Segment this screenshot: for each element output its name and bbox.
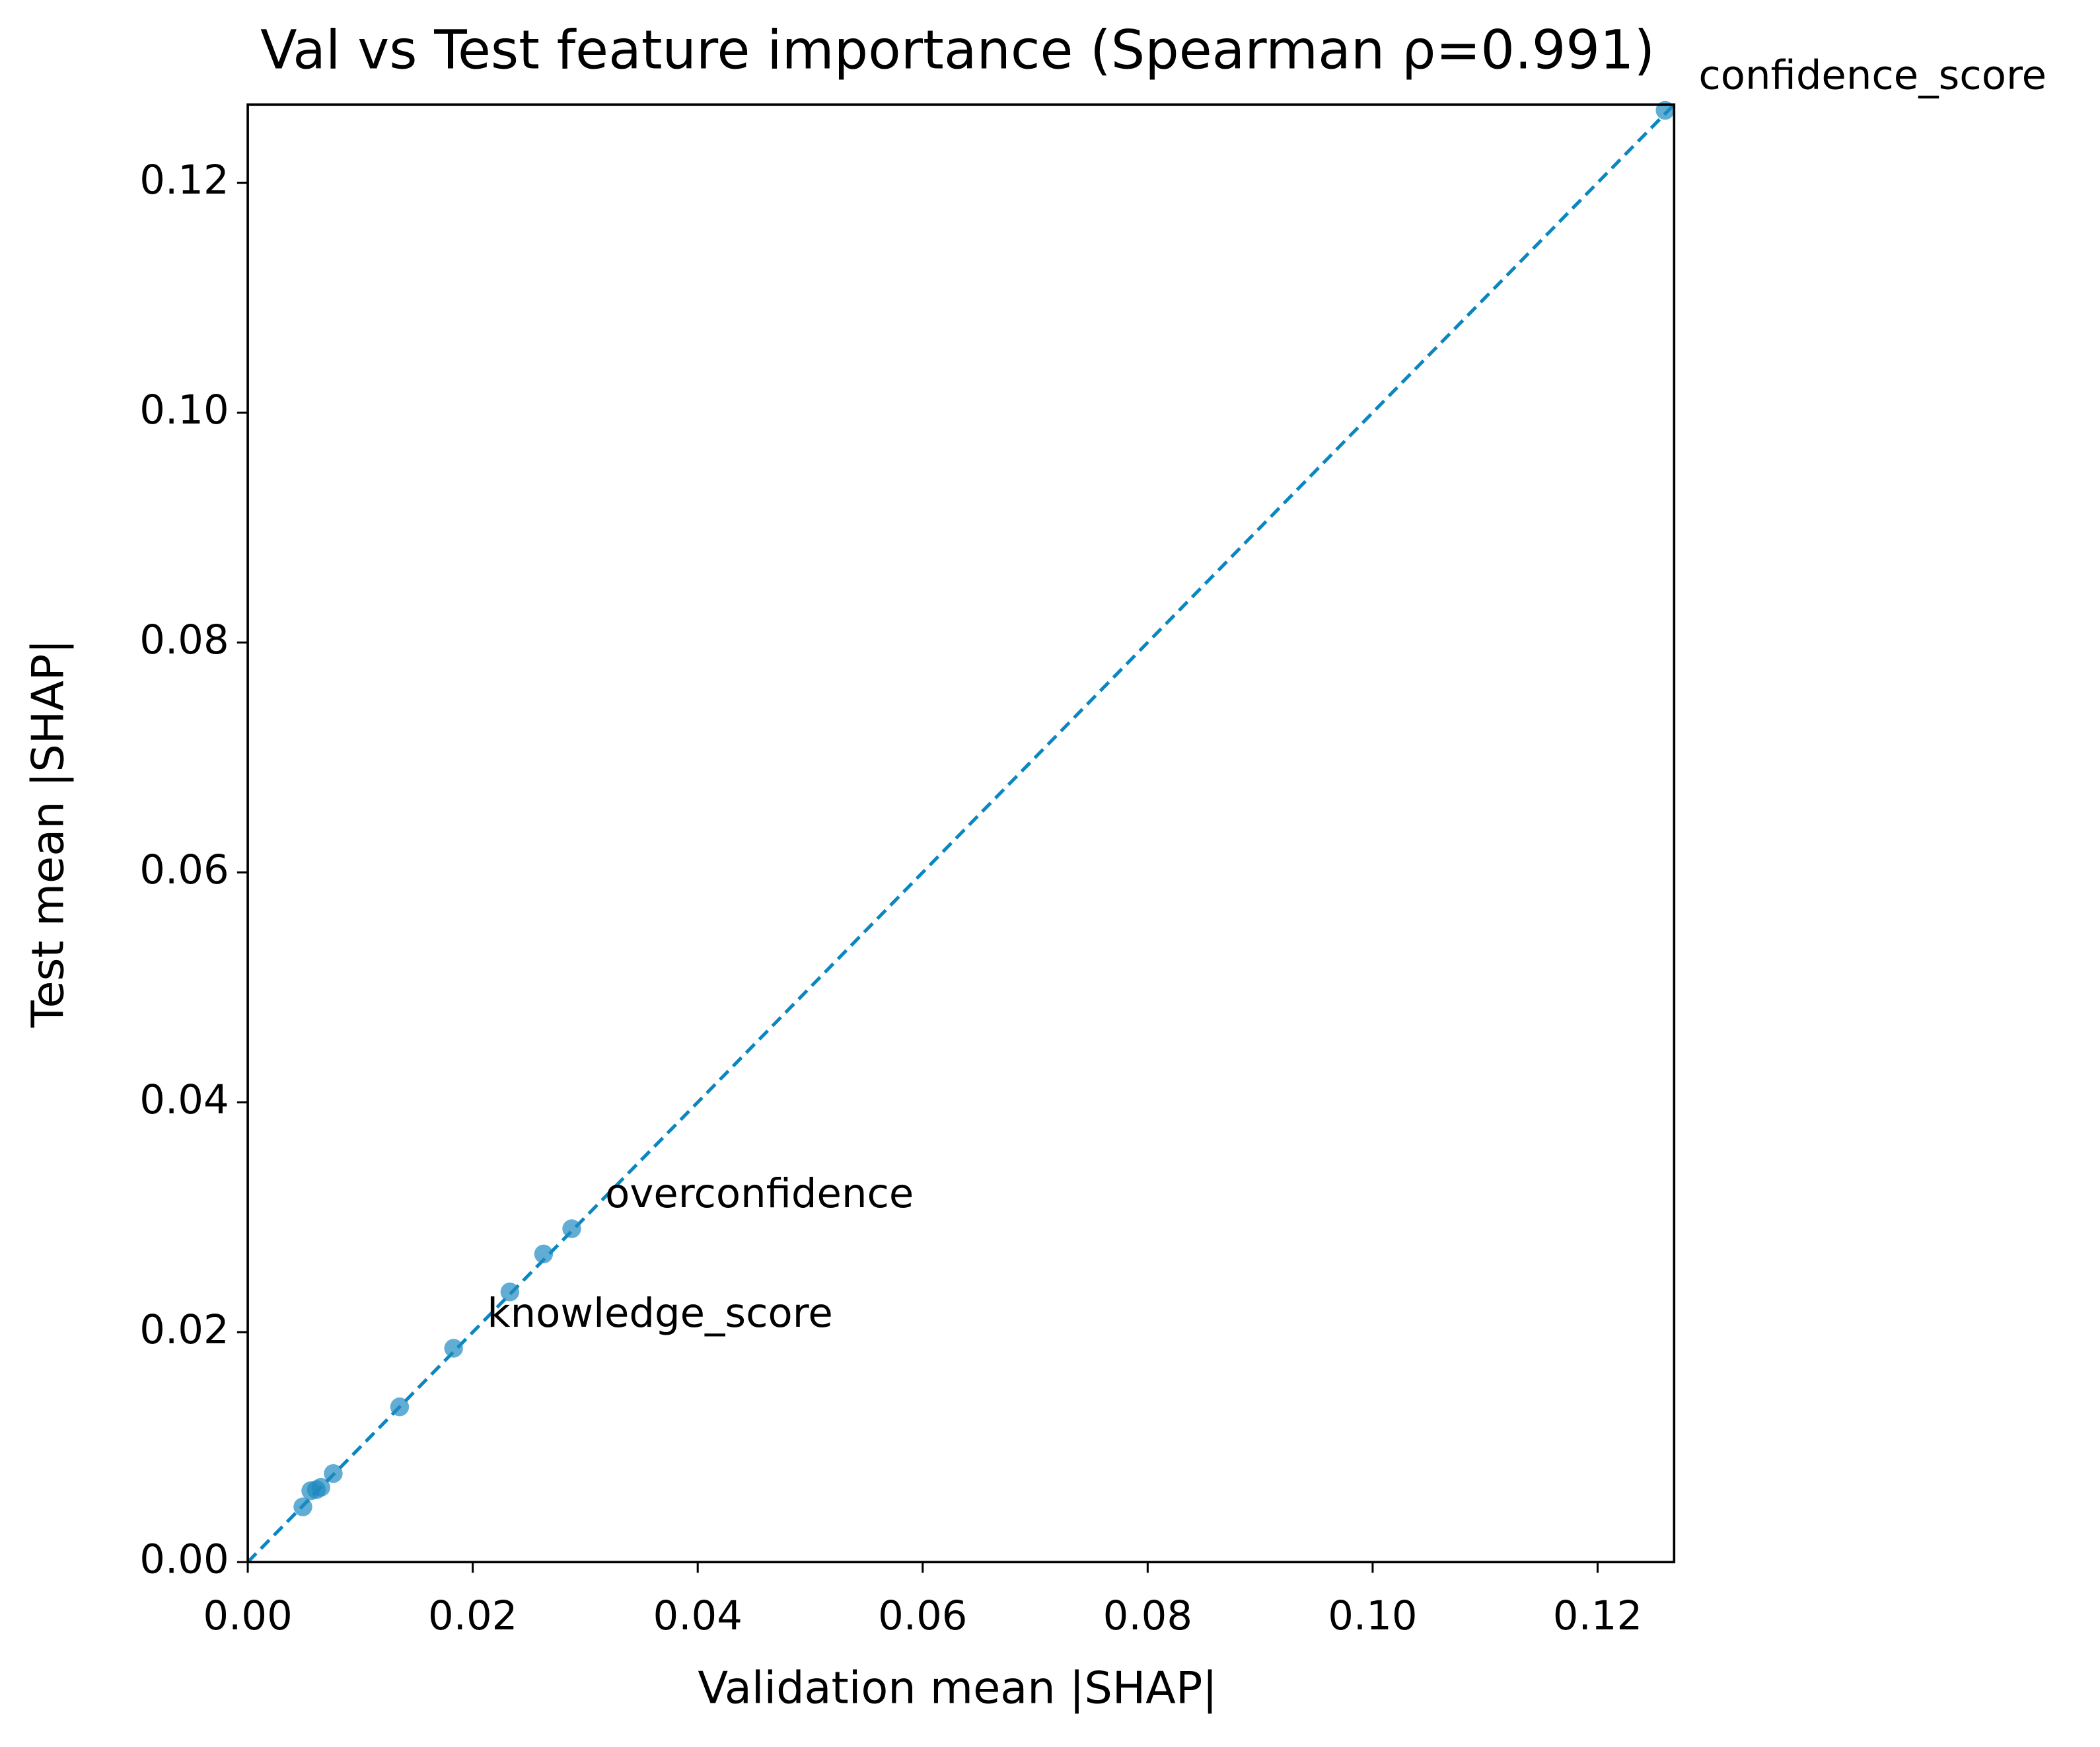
- x-tick-label: 0.06: [878, 1593, 967, 1639]
- point: [324, 1464, 343, 1483]
- y-tick-label: 0.04: [139, 1077, 229, 1123]
- y-tick-label: 0.08: [139, 617, 229, 663]
- y-axis-label: Test mean |SHAP|: [22, 639, 74, 1028]
- x-tick-label: 0.08: [1103, 1593, 1192, 1639]
- point-annotation: confidence_score: [1698, 53, 2046, 99]
- point-annotation: overconfidence: [605, 1171, 914, 1217]
- x-axis-label: Validation mean |SHAP|: [698, 1662, 1217, 1713]
- point: [562, 1219, 581, 1238]
- point-annotation: knowledge_score: [487, 1290, 832, 1337]
- plot-frame: [246, 103, 1676, 1563]
- identity-line: [246, 103, 1676, 1563]
- point: [444, 1339, 463, 1358]
- x-tick-label: 0.00: [203, 1593, 292, 1639]
- point: [311, 1477, 330, 1497]
- x-tick-label: 0.10: [1328, 1593, 1417, 1639]
- y-tick-label: 0.00: [139, 1537, 229, 1583]
- x-tick-label: 0.04: [653, 1593, 742, 1639]
- point: [390, 1397, 410, 1417]
- y-tick-label: 0.10: [139, 387, 229, 433]
- point: [293, 1497, 312, 1516]
- point: [534, 1244, 554, 1264]
- x-tick-label: 0.02: [428, 1593, 517, 1639]
- y-tick-label: 0.12: [139, 157, 229, 204]
- y-tick-label: 0.02: [139, 1307, 229, 1353]
- y-tick-label: 0.06: [139, 847, 229, 893]
- point: [500, 1282, 520, 1302]
- x-tick-label: 0.12: [1553, 1593, 1642, 1639]
- chart-title: Val vs Test feature importance (Spearman…: [260, 20, 1655, 82]
